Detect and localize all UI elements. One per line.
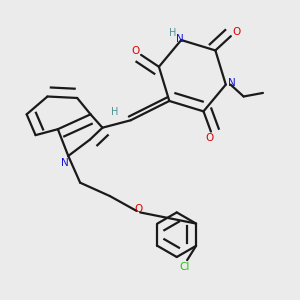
Text: H: H <box>111 107 118 117</box>
Text: N: N <box>176 34 184 44</box>
Text: N: N <box>229 78 236 88</box>
Text: N: N <box>61 158 69 168</box>
Text: O: O <box>205 133 214 142</box>
Text: O: O <box>132 46 140 56</box>
Text: O: O <box>232 27 240 37</box>
Text: Cl: Cl <box>179 262 189 272</box>
Text: O: O <box>134 204 142 214</box>
Text: H: H <box>169 28 176 38</box>
